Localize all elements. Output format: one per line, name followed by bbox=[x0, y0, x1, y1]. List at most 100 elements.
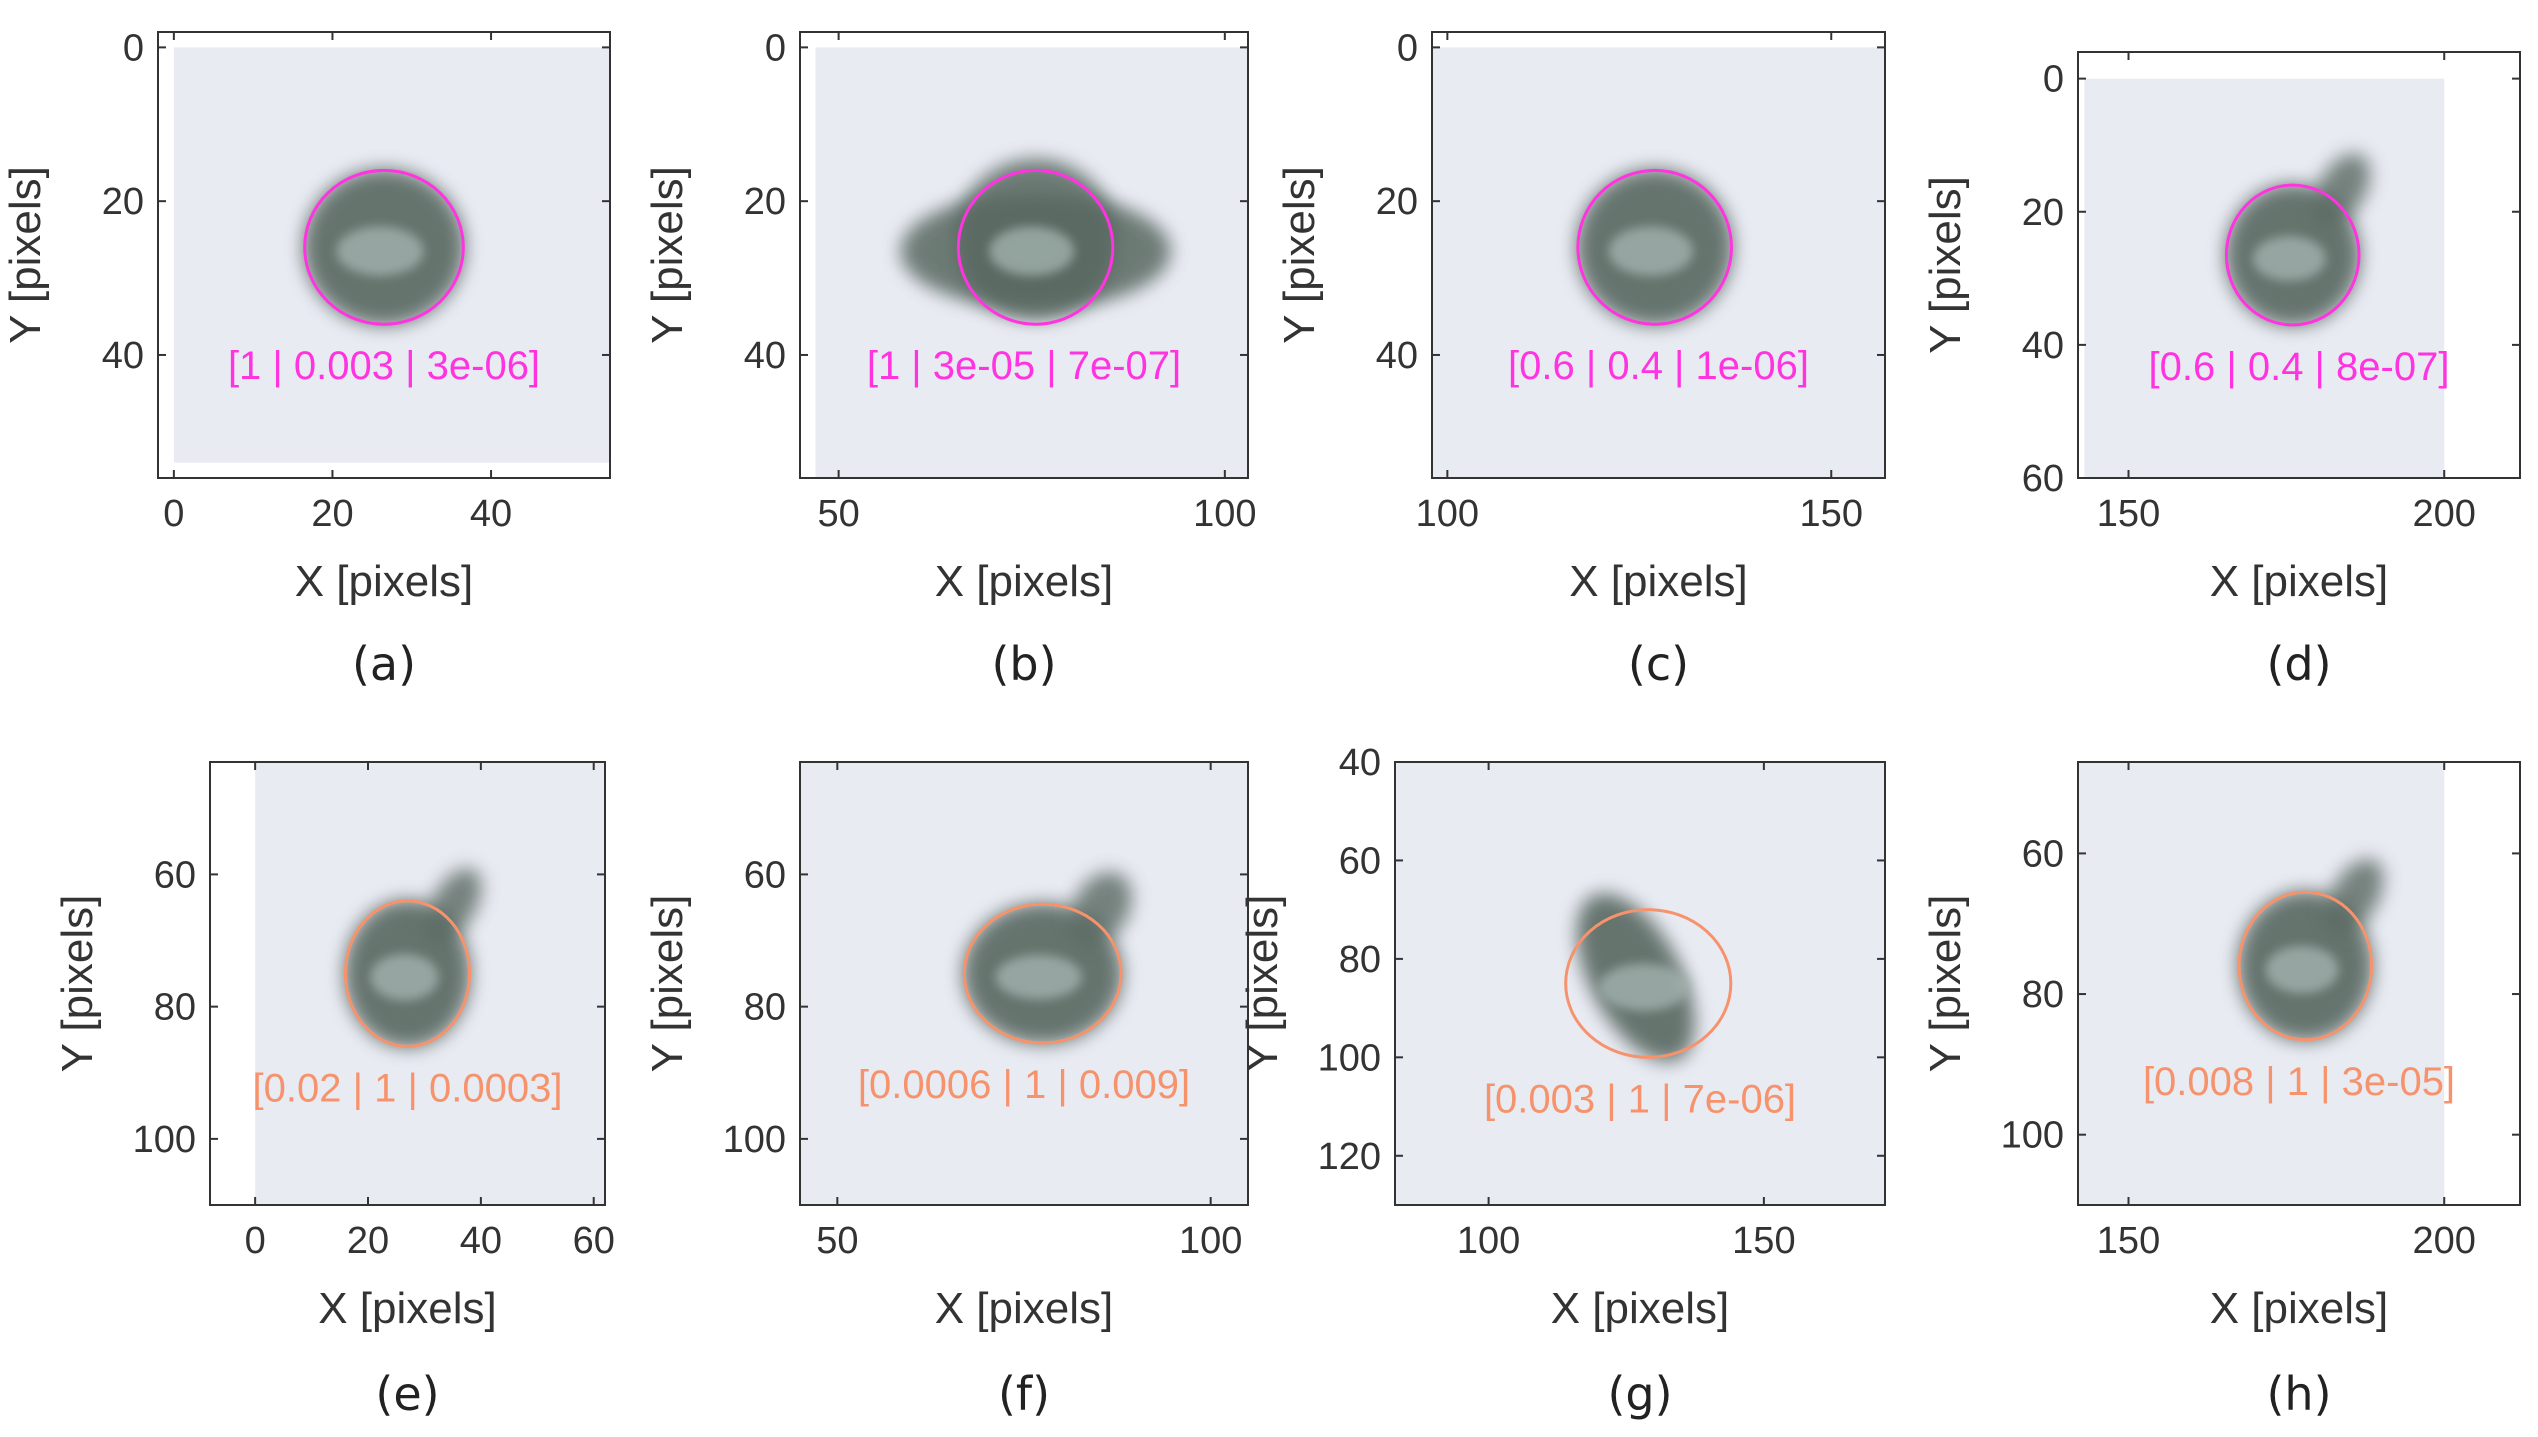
panel-b: [1 | 3e-05 | 7e-07] 50 100 0 20 40 X [pixels] Y… bbox=[643, 27, 1257, 691]
y-tick-label: 80 bbox=[154, 987, 196, 1029]
x-tick-label: 150 bbox=[1800, 493, 1863, 535]
axes-frame bbox=[799, 31, 1249, 479]
y-tick-label: 100 bbox=[133, 1119, 196, 1161]
probability-annotation: [0.6 | 0.4 | 8e-07] bbox=[2149, 345, 2450, 389]
x-tick-label: 100 bbox=[1179, 1220, 1242, 1262]
x-tick-label: 0 bbox=[245, 1220, 266, 1262]
y-axis-label: Y [pixels] bbox=[1275, 166, 1324, 344]
x-axis-label: X [pixels] bbox=[295, 557, 474, 606]
fit-circle bbox=[956, 168, 1115, 326]
y-axis-label: Y [pixels] bbox=[1921, 176, 1970, 354]
y-tick-label: 40 bbox=[744, 335, 786, 377]
x-tick-label: 50 bbox=[817, 493, 859, 535]
particle-blob bbox=[1576, 893, 1695, 1062]
panel-caption: (e) bbox=[375, 1367, 439, 1421]
panel-a: [1 | 0.003 | 3e-06] 0 20 40 0 20 40 X [pixels] Y… bbox=[1, 27, 611, 691]
y-axis-label: Y [pixels] bbox=[1, 166, 50, 344]
axes-frame bbox=[1394, 761, 1886, 1206]
axes-frame bbox=[1431, 31, 1886, 479]
y-tick-label: 60 bbox=[2022, 458, 2064, 500]
fit-circle bbox=[2237, 890, 2374, 1042]
y-tick-label: 40 bbox=[1376, 335, 1418, 377]
axes-frame bbox=[157, 31, 611, 479]
x-tick-label: 150 bbox=[2097, 493, 2160, 535]
particle-blob bbox=[900, 158, 1171, 321]
x-tick-label: 50 bbox=[816, 1220, 858, 1262]
panel-f: [0.0006 | 1 | 0.009] 50 100 60 80 100 X [pixel… bbox=[643, 761, 1249, 1421]
panel-caption: (g) bbox=[1607, 1367, 1672, 1421]
panel-caption: (h) bbox=[2266, 1367, 2331, 1421]
x-axis-label: X [pixels] bbox=[2210, 1284, 2389, 1333]
fit-circle bbox=[303, 168, 465, 326]
y-tick-label: 20 bbox=[744, 181, 786, 223]
x-tick-label: 150 bbox=[2097, 1220, 2160, 1262]
y-tick-label: 80 bbox=[744, 987, 786, 1029]
panel-caption: (c) bbox=[1628, 637, 1689, 691]
panel-e: [0.02 | 1 | 0.0003] 0 20 40 60 60 80 100 X [pixe… bbox=[53, 761, 615, 1421]
y-tick-label: 80 bbox=[2022, 974, 2064, 1016]
x-tick-label: 100 bbox=[1193, 493, 1256, 535]
y-tick-label: 0 bbox=[1397, 27, 1418, 69]
axes-frame bbox=[2077, 51, 2521, 479]
probability-annotation: [0.6 | 0.4 | 1e-06] bbox=[1508, 344, 1809, 388]
x-axis-label: X [pixels] bbox=[2210, 557, 2389, 606]
y-axis-label: Y [pixels] bbox=[643, 166, 692, 344]
y-tick-label: 60 bbox=[1339, 840, 1381, 882]
fit-circle bbox=[962, 902, 1123, 1045]
particle-blob bbox=[962, 871, 1132, 1045]
x-tick-label: 200 bbox=[2413, 1220, 2476, 1262]
probability-annotation: [0.02 | 1 | 0.0003] bbox=[253, 1066, 563, 1110]
x-tick-label: 20 bbox=[347, 1220, 389, 1262]
x-tick-label: 60 bbox=[573, 1220, 615, 1262]
panel-caption: (a) bbox=[352, 637, 416, 691]
y-tick-label: 0 bbox=[2043, 59, 2064, 101]
y-tick-label: 20 bbox=[2022, 192, 2064, 234]
y-axis-label: Y [pixels] bbox=[53, 895, 102, 1073]
y-tick-label: 40 bbox=[1339, 742, 1381, 784]
x-tick-label: 40 bbox=[470, 493, 512, 535]
y-axis-label: Y [pixels] bbox=[1238, 895, 1287, 1073]
y-tick-label: 40 bbox=[102, 335, 144, 377]
y-tick-label: 100 bbox=[1318, 1037, 1381, 1079]
y-tick-label: 0 bbox=[765, 27, 786, 69]
x-axis-label: X [pixels] bbox=[935, 557, 1114, 606]
y-tick-label: 20 bbox=[1376, 181, 1418, 223]
x-tick-label: 20 bbox=[311, 493, 353, 535]
panel-caption: (f) bbox=[998, 1367, 1050, 1421]
probability-annotation: [0.003 | 1 | 7e-06] bbox=[1484, 1077, 1796, 1121]
panel-g: [0.003 | 1 | 7e-06] 100 150 40 60 80 100 120 X [… bbox=[1238, 742, 1886, 1421]
y-tick-label: 60 bbox=[154, 854, 196, 896]
y-tick-label: 0 bbox=[123, 27, 144, 69]
fit-circle bbox=[2224, 183, 2361, 327]
axes-frame bbox=[209, 761, 606, 1206]
x-tick-label: 100 bbox=[1457, 1220, 1520, 1262]
panel-c: [0.6 | 0.4 | 1e-06] 100 150 0 20 40 X [pixels]… bbox=[1275, 27, 1886, 691]
x-axis-label: X [pixels] bbox=[1551, 1284, 1730, 1333]
x-tick-label: 40 bbox=[460, 1220, 502, 1262]
x-axis-label: X [pixels] bbox=[318, 1284, 497, 1333]
x-tick-label: 100 bbox=[1416, 493, 1479, 535]
x-tick-label: 200 bbox=[2413, 493, 2476, 535]
probability-annotation: [1 | 3e-05 | 7e-07] bbox=[867, 344, 1181, 388]
x-axis-label: X [pixels] bbox=[1569, 557, 1748, 606]
particle-blob bbox=[1576, 168, 1733, 326]
particle-blob bbox=[303, 168, 465, 326]
y-axis-label: Y [pixels] bbox=[1921, 895, 1970, 1073]
panel-caption: (b) bbox=[991, 637, 1056, 691]
probability-annotation: [1 | 0.003 | 3e-06] bbox=[228, 344, 540, 388]
y-tick-label: 100 bbox=[723, 1119, 786, 1161]
particle-blob bbox=[2225, 153, 2371, 327]
y-tick-label: 60 bbox=[2022, 833, 2064, 875]
y-axis-label: Y [pixels] bbox=[643, 895, 692, 1073]
panel-h: [0.008 | 1 | 3e-05] 150 200 60 80 100 X [pixel… bbox=[1921, 761, 2521, 1421]
axes-frame bbox=[2077, 761, 2521, 1206]
axes-frame bbox=[799, 761, 1249, 1206]
panel-grid: [1 | 0.003 | 3e-06] 0 20 40 0 20 40 X [pixels] Y… bbox=[1, 27, 2521, 1421]
x-tick-label: 150 bbox=[1732, 1220, 1795, 1262]
y-tick-label: 40 bbox=[2022, 325, 2064, 367]
y-tick-label: 60 bbox=[744, 854, 786, 896]
x-axis-label: X [pixels] bbox=[935, 1284, 1114, 1333]
panel-caption: (d) bbox=[2266, 637, 2331, 691]
fit-circle bbox=[1576, 168, 1733, 326]
